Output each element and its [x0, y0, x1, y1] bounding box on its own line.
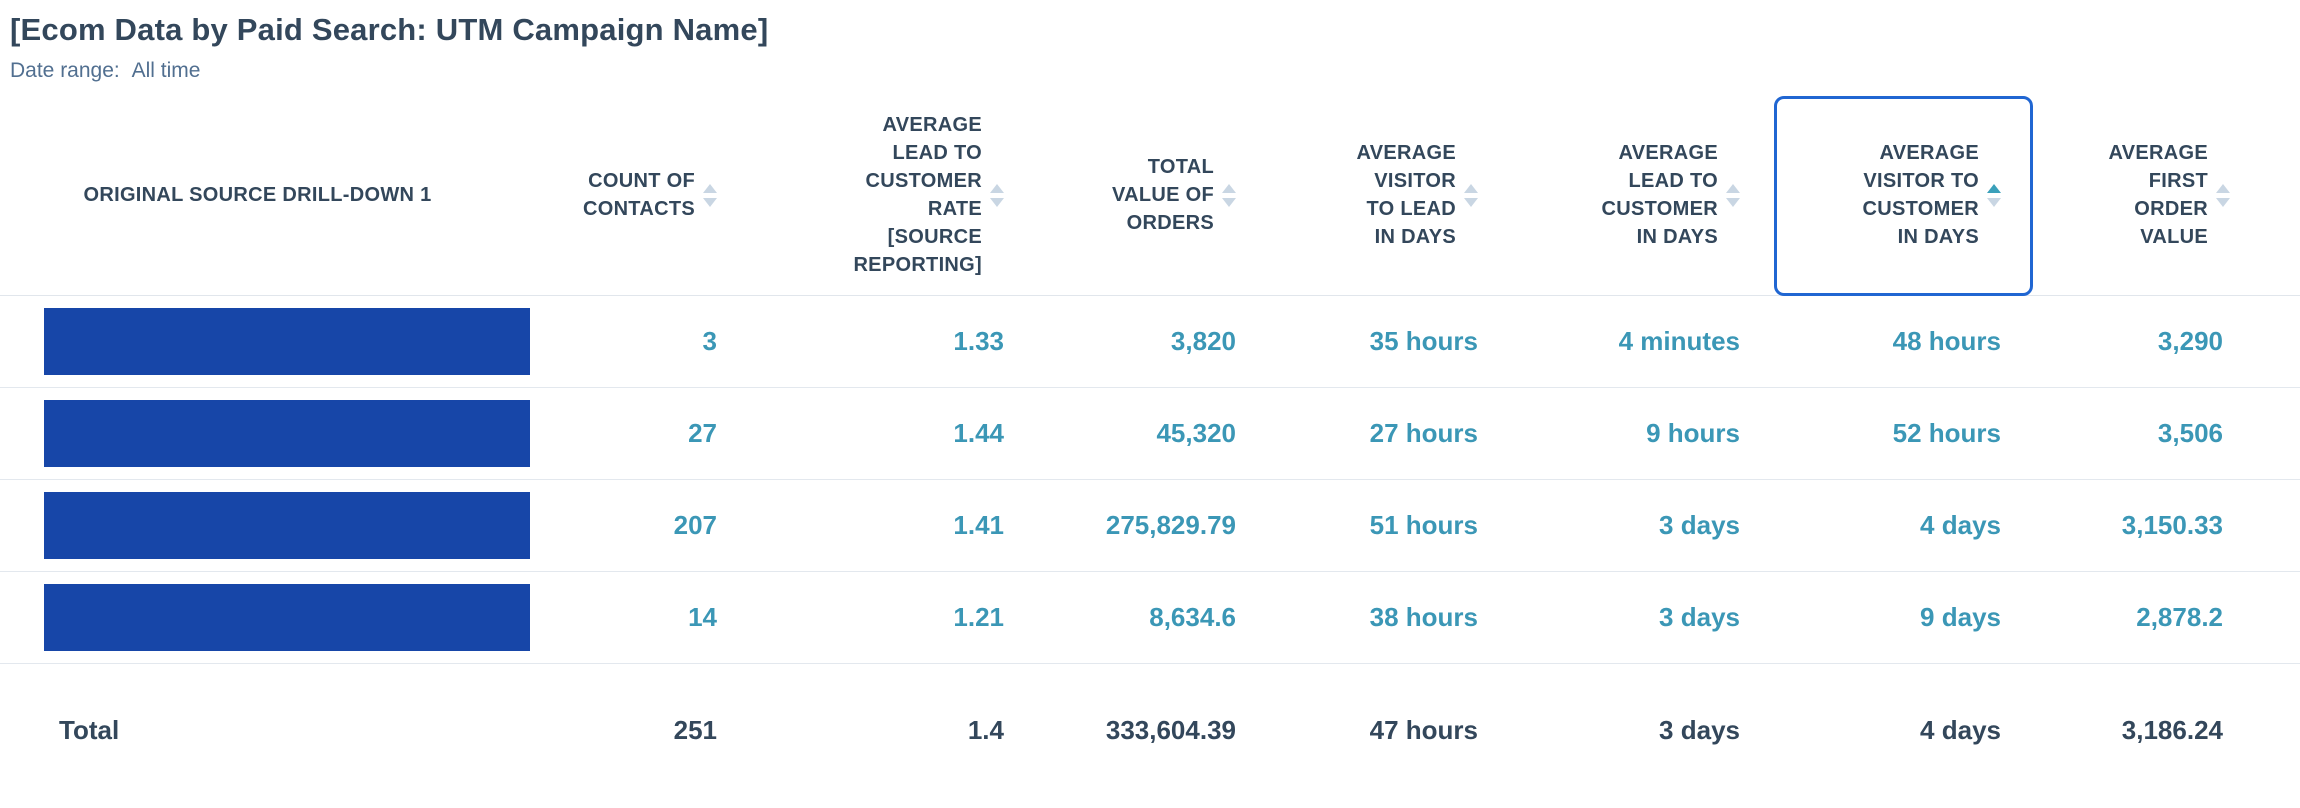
- column-header-label: AVERAGE FIRST ORDER VALUE: [2108, 142, 2208, 248]
- column-header-label: AVERAGE VISITOR TO LEAD IN DAYS: [1356, 142, 1456, 248]
- column-header-label: TOTAL VALUE OF ORDERS: [1111, 156, 1214, 234]
- avg-visitor-to-lead-cell: 51 hours: [1369, 510, 1478, 540]
- avg-visitor-to-lead-cell: 27 hours: [1369, 418, 1478, 448]
- sort-descending-icon: [703, 197, 717, 207]
- column-header-total-value-of-orders[interactable]: TOTAL VALUE OF ORDERS: [1024, 95, 1256, 295]
- sort-arrows: [703, 183, 717, 207]
- column-header-label: COUNT OF CONTACTS: [582, 170, 695, 220]
- table-header-row: ORIGINAL SOURCE DRILL-DOWN 1 COUNT OF CO…: [0, 95, 2300, 296]
- sort-ascending-icon: [1464, 183, 1478, 193]
- table-row: 14 1.21 8,634.6 38 hours 3 days 9 days 2…: [0, 572, 2300, 664]
- source-cell: [0, 296, 540, 387]
- count-of-contacts-cell: 14: [688, 602, 717, 632]
- avg-lead-to-customer-cell: 4 minutes: [1618, 326, 1740, 356]
- sort-arrows: [1726, 183, 1740, 207]
- date-range: Date range: All time: [0, 59, 2300, 83]
- redacted-source-bar: [44, 308, 530, 375]
- count-of-contacts-cell: 27: [688, 418, 717, 448]
- table-row: 207 1.41 275,829.79 51 hours 3 days 4 da…: [0, 480, 2300, 572]
- sort-ascending-icon: [1987, 183, 2001, 193]
- source-cell: [0, 388, 540, 479]
- avg-lead-to-customer-rate-cell: 1.44: [953, 418, 1004, 448]
- sort-ascending-icon: [2216, 183, 2230, 193]
- sort-arrows: [990, 183, 1004, 207]
- total-value-of-orders-cell: 8,634.6: [1149, 602, 1236, 632]
- column-header-avg-first-order-value[interactable]: AVERAGE FIRST ORDER VALUE: [2021, 95, 2300, 295]
- date-range-label: Date range:: [10, 59, 120, 82]
- total-avg-lead-to-customer-rate: 1.4: [967, 714, 1004, 745]
- avg-lead-to-customer-rate-cell: 1.41: [953, 510, 1004, 540]
- sort-descending-icon: [1987, 197, 2001, 207]
- avg-visitor-to-customer-cell: 52 hours: [1892, 418, 2001, 448]
- total-avg-lead-to-customer: 3 days: [1659, 714, 1740, 745]
- sort-arrows: [1222, 183, 1236, 207]
- report-title: [Ecom Data by Paid Search: UTM Campaign …: [10, 12, 769, 47]
- total-avg-visitor-to-lead: 47 hours: [1369, 714, 1478, 745]
- total-value-of-orders: 333,604.39: [1105, 714, 1236, 745]
- sort-arrows: [1464, 183, 1478, 207]
- count-of-contacts-cell: 207: [673, 510, 717, 540]
- redacted-source-bar: [44, 492, 530, 559]
- avg-first-order-value-cell: 3,506: [2157, 418, 2223, 448]
- sort-descending-icon: [1222, 197, 1236, 207]
- date-range-value: All time: [131, 59, 201, 82]
- avg-first-order-value-cell: 3,150.33: [2121, 510, 2223, 540]
- sort-ascending-icon: [1726, 183, 1740, 193]
- avg-lead-to-customer-cell: 3 days: [1659, 510, 1740, 540]
- avg-first-order-value-cell: 3,290: [2157, 326, 2223, 356]
- column-header-avg-lead-to-customer-in-days[interactable]: AVERAGE LEAD TO CUSTOMER IN DAYS: [1498, 95, 1760, 295]
- column-header-avg-visitor-to-lead-in-days[interactable]: AVERAGE VISITOR TO LEAD IN DAYS: [1256, 95, 1498, 295]
- sort-arrows: [2216, 183, 2230, 207]
- source-cell: [0, 480, 540, 571]
- column-header-label: AVERAGE VISITOR TO CUSTOMER IN DAYS: [1862, 142, 1979, 248]
- total-value-of-orders-cell: 45,320: [1156, 418, 1236, 448]
- avg-lead-to-customer-rate-cell: 1.33: [953, 326, 1004, 356]
- column-header-label: AVERAGE LEAD TO CUSTOMER RATE [SOURCE RE…: [853, 114, 982, 276]
- table-total-row: Total 251 1.4 333,604.39 47 hours 3 days…: [0, 664, 2300, 796]
- source-cell: [0, 572, 540, 663]
- column-header-label: AVERAGE LEAD TO CUSTOMER IN DAYS: [1601, 142, 1718, 248]
- avg-visitor-to-customer-cell: 48 hours: [1892, 326, 2001, 356]
- sort-descending-icon: [990, 197, 1004, 207]
- sort-descending-icon: [2216, 197, 2230, 207]
- avg-visitor-to-lead-cell: 38 hours: [1369, 602, 1478, 632]
- column-header-label: ORIGINAL SOURCE DRILL-DOWN 1: [83, 184, 432, 206]
- total-label: Total: [59, 714, 120, 745]
- avg-lead-to-customer-cell: 9 hours: [1646, 418, 1740, 448]
- total-value-of-orders-cell: 3,820: [1170, 326, 1236, 356]
- sort-ascending-icon: [1222, 183, 1236, 193]
- sort-ascending-icon: [703, 183, 717, 193]
- avg-visitor-to-customer-cell: 9 days: [1920, 602, 2001, 632]
- avg-lead-to-customer-rate-cell: 1.21: [953, 602, 1004, 632]
- avg-lead-to-customer-cell: 3 days: [1659, 602, 1740, 632]
- sort-ascending-icon: [990, 183, 1004, 193]
- sort-arrows: [1987, 183, 2001, 207]
- avg-first-order-value-cell: 2,878.2: [2136, 602, 2223, 632]
- redacted-source-bar: [44, 400, 530, 467]
- column-header-avg-visitor-to-customer-in-days[interactable]: AVERAGE VISITOR TO CUSTOMER IN DAYS: [1760, 95, 2033, 296]
- sort-descending-icon: [1726, 197, 1740, 207]
- column-header-original-source-drill-down-1[interactable]: ORIGINAL SOURCE DRILL-DOWN 1: [0, 95, 540, 295]
- total-value-of-orders-cell: 275,829.79: [1105, 510, 1236, 540]
- column-header-avg-lead-to-customer-rate[interactable]: AVERAGE LEAD TO CUSTOMER RATE [SOURCE RE…: [737, 95, 1024, 295]
- redacted-source-bar: [44, 584, 530, 651]
- table-row: 3 1.33 3,820 35 hours 4 minutes 48 hours…: [0, 296, 2300, 388]
- table-row: 27 1.44 45,320 27 hours 9 hours 52 hours…: [0, 388, 2300, 480]
- avg-visitor-to-lead-cell: 35 hours: [1369, 326, 1478, 356]
- column-header-count-of-contacts[interactable]: COUNT OF CONTACTS: [540, 95, 737, 295]
- avg-visitor-to-customer-cell: 4 days: [1920, 510, 2001, 540]
- sort-descending-icon: [1464, 197, 1478, 207]
- count-of-contacts-cell: 3: [702, 326, 717, 356]
- total-count-of-contacts: 251: [673, 714, 717, 745]
- total-avg-first-order-value: 3,186.24: [2121, 714, 2223, 745]
- total-avg-visitor-to-customer: 4 days: [1920, 714, 2001, 745]
